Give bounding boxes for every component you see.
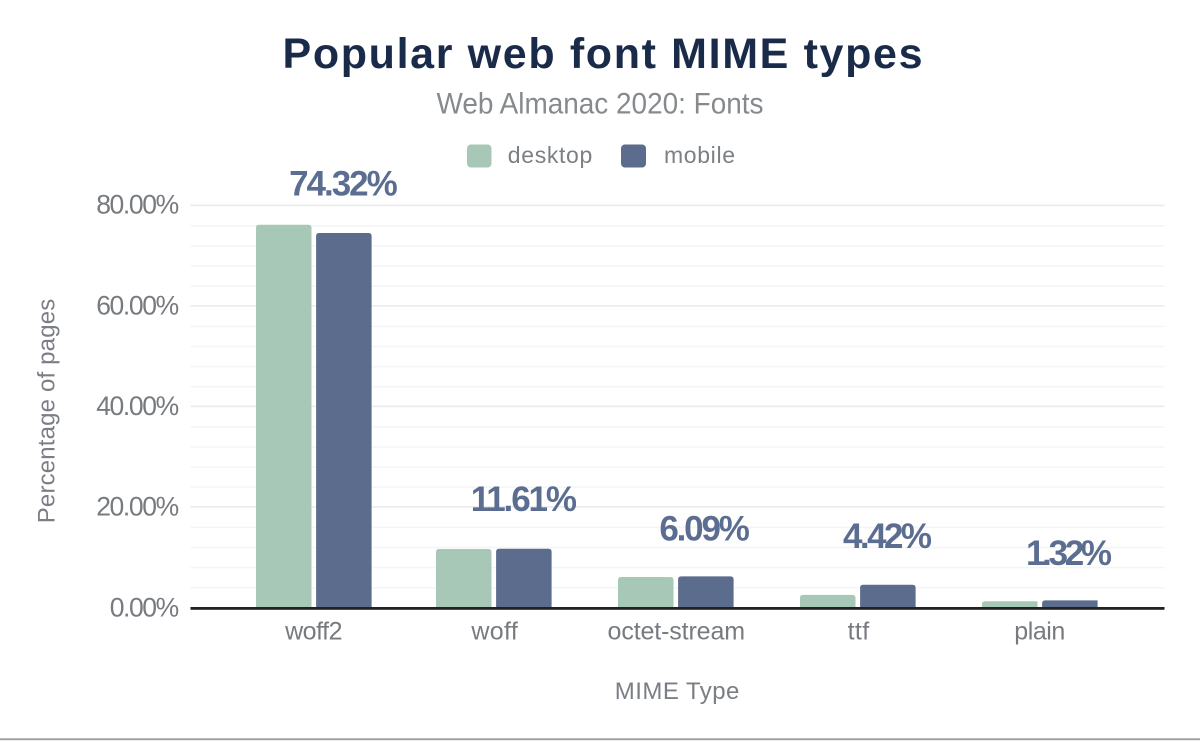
svg-text:woff2: woff2 — [284, 618, 342, 646]
svg-text:1.32%: 1.32% — [1026, 534, 1112, 573]
svg-text:80.00%: 80.00% — [96, 189, 179, 219]
svg-text:MIME Type: MIME Type — [615, 678, 740, 705]
svg-text:mobile: mobile — [664, 142, 735, 168]
svg-text:6.09%: 6.09% — [659, 509, 750, 548]
svg-text:octet-stream: octet-stream — [608, 618, 746, 646]
svg-text:ttf: ttf — [848, 618, 870, 646]
svg-text:0.00%: 0.00% — [110, 593, 180, 623]
svg-text:60.00%: 60.00% — [96, 291, 179, 321]
svg-text:11.61%: 11.61% — [471, 480, 577, 519]
svg-text:4.42%: 4.42% — [843, 517, 932, 556]
svg-text:woff: woff — [470, 618, 518, 646]
svg-text:40.00%: 40.00% — [96, 391, 179, 421]
svg-text:74.32%: 74.32% — [289, 165, 398, 204]
svg-text:20.00%: 20.00% — [96, 491, 179, 521]
svg-text:plain: plain — [1014, 618, 1065, 646]
svg-text:Popular web font MIME types: Popular web font MIME types — [283, 30, 923, 78]
svg-text:desktop: desktop — [508, 142, 593, 168]
svg-text:Web Almanac 2020: Fonts: Web Almanac 2020: Fonts — [437, 88, 764, 121]
svg-text:Percentage of pages: Percentage of pages — [34, 299, 61, 524]
